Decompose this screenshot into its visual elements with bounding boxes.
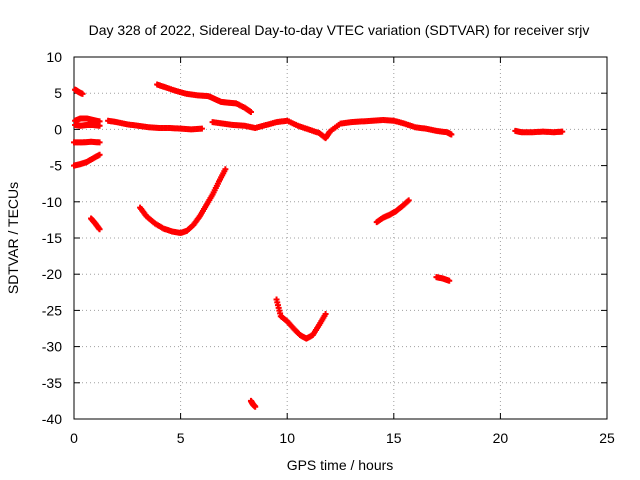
x-tick-label: 15: [386, 430, 402, 446]
x-axis-label: GPS time / hours: [287, 457, 394, 473]
series-seg-b: [72, 115, 103, 125]
data-point: [198, 125, 205, 132]
series-seg-l: [273, 296, 329, 342]
y-tick-label: -35: [42, 375, 62, 391]
data-point: [448, 131, 455, 138]
series-seg-m: [373, 197, 412, 226]
chart-title: Day 328 of 2022, Sidereal Day-to-day VTE…: [89, 22, 590, 38]
series-seg-e: [71, 151, 103, 169]
data-point: [96, 139, 103, 146]
series-seg-k: [247, 397, 259, 410]
plot-frame: [73, 56, 608, 420]
y-tick-label: -10: [42, 194, 62, 210]
series-seg-c: [72, 122, 103, 129]
y-tick-label: -5: [50, 158, 63, 174]
series-seg-j: [209, 116, 455, 142]
series-seg-a: [72, 86, 86, 97]
y-axis-label: SDTVAR / TECUs: [5, 182, 21, 294]
series-seg-o: [512, 127, 566, 136]
y-tick-label: 5: [54, 85, 62, 101]
data-point: [79, 90, 86, 97]
axis-ticks: 0 5 10 15 20 25 10 5 0 -5 -10 -15 -20 -25 -30 -35 -40: [42, 49, 615, 446]
y-tick-label: -40: [42, 411, 62, 427]
series-seg-n: [433, 274, 453, 284]
data-point: [446, 277, 453, 284]
data-point: [559, 128, 566, 135]
series-seg-g: [105, 117, 205, 133]
data-point: [252, 403, 259, 410]
x-tick-label: 20: [493, 430, 509, 446]
series-seg-i: [154, 81, 254, 116]
data-point: [96, 122, 103, 129]
series-seg-d: [71, 138, 103, 146]
data-point: [322, 311, 329, 318]
y-tick-label: -25: [42, 302, 62, 318]
data-point: [247, 109, 254, 116]
y-tick-label: -20: [42, 266, 62, 282]
data-point: [222, 166, 229, 173]
x-tick-label: 25: [599, 430, 615, 446]
data-point: [405, 197, 412, 204]
y-tick-label: 0: [54, 121, 62, 137]
grid: [74, 57, 607, 419]
x-tick-label: 0: [70, 430, 78, 446]
y-tick-label: -15: [42, 230, 62, 246]
y-tick-label: -30: [42, 339, 62, 355]
x-tick-label: 10: [279, 430, 295, 446]
data-point: [96, 226, 103, 233]
series-seg-h: [137, 166, 229, 236]
x-tick-label: 5: [177, 430, 185, 446]
y-tick-label: 10: [46, 49, 62, 65]
data-points: [71, 81, 566, 410]
series-seg-f: [88, 215, 103, 233]
data-point: [96, 151, 103, 158]
